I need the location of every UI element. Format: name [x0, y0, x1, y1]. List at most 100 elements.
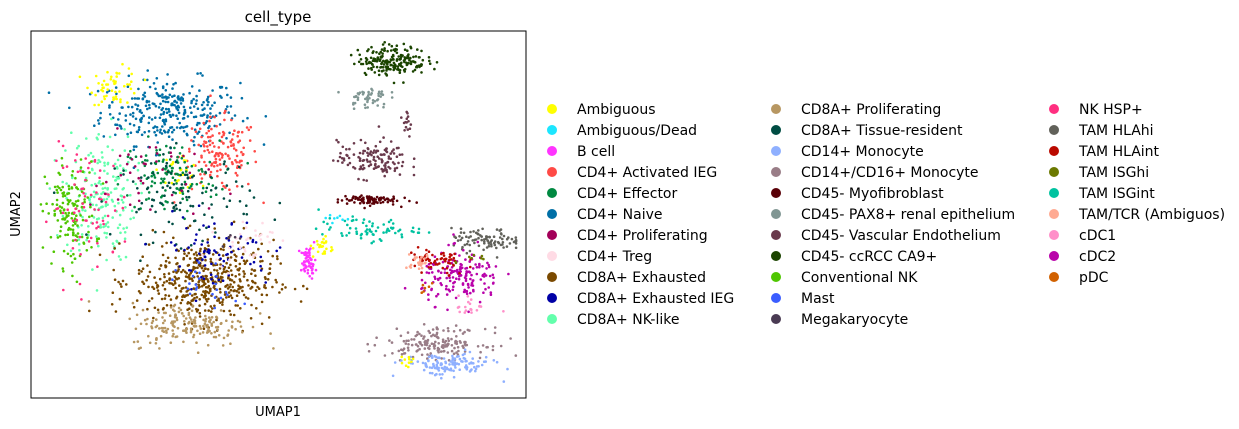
- cell-point: [187, 246, 190, 249]
- cell-point: [204, 274, 207, 278]
- cell-point: [439, 271, 443, 275]
- cell-point: [227, 111, 230, 114]
- cell-point: [275, 255, 279, 258]
- cell-point: [100, 200, 103, 203]
- cell-point: [58, 205, 62, 208]
- cell-point: [158, 148, 162, 151]
- cell-point: [203, 107, 206, 110]
- cell-point: [495, 256, 499, 259]
- cell-point: [415, 201, 419, 204]
- cell-point: [235, 185, 239, 188]
- cell-point: [466, 282, 470, 286]
- cell-point: [186, 176, 190, 179]
- cell-point: [211, 253, 215, 256]
- cell-point: [221, 303, 224, 306]
- cell-point: [241, 119, 245, 123]
- cell-point: [155, 324, 159, 328]
- cell-point: [166, 100, 170, 104]
- cell-point: [154, 133, 158, 137]
- cell-point: [328, 228, 331, 231]
- cell-point: [371, 202, 374, 205]
- cell-point: [155, 190, 159, 194]
- cell-point: [190, 309, 194, 313]
- cell-point: [139, 176, 143, 179]
- cell-point: [171, 323, 175, 327]
- cell-point: [230, 296, 234, 300]
- cell-point: [103, 214, 107, 218]
- cell-point: [422, 257, 426, 261]
- cell-point: [452, 233, 455, 236]
- cell-point: [374, 229, 378, 233]
- cell-point: [236, 131, 240, 134]
- cell-point: [202, 121, 205, 125]
- cell-point: [413, 258, 417, 261]
- legend-label: CD4+ Effector: [577, 186, 678, 202]
- cell-point: [185, 132, 189, 136]
- cell-point: [150, 118, 154, 121]
- cell-point: [507, 272, 510, 276]
- cell-point: [420, 261, 424, 265]
- cell-point: [394, 231, 397, 235]
- cell-point: [97, 82, 100, 85]
- cell-point: [147, 176, 150, 179]
- cell-point: [214, 186, 218, 189]
- cell-point: [305, 247, 308, 251]
- cell-point: [97, 158, 100, 162]
- cell-point: [251, 240, 254, 244]
- cell-point: [381, 200, 385, 204]
- cell-point: [161, 168, 164, 171]
- cell-point: [80, 224, 83, 227]
- y-axis-label: UMAP2: [9, 191, 24, 237]
- cell-point: [45, 220, 48, 224]
- cell-point: [168, 186, 172, 190]
- cell-point: [455, 335, 458, 338]
- cell-point: [59, 229, 62, 233]
- cell-point: [489, 243, 493, 246]
- cell-point: [97, 122, 101, 125]
- cell-point: [187, 195, 191, 199]
- cell-point: [217, 297, 220, 301]
- cell-point: [220, 156, 224, 159]
- cell-point: [59, 211, 63, 215]
- cell-point: [113, 278, 117, 282]
- cell-point: [471, 267, 475, 270]
- cell-point: [400, 359, 403, 362]
- cell-point: [166, 73, 169, 76]
- cell-point: [241, 220, 245, 224]
- cell-point: [486, 239, 490, 243]
- cell-point: [206, 135, 210, 139]
- cell-point: [121, 106, 124, 109]
- cell-point: [192, 335, 195, 339]
- cell-point: [235, 255, 238, 258]
- cell-point: [175, 296, 178, 300]
- cell-point: [217, 334, 221, 337]
- cell-point: [322, 241, 326, 245]
- cell-point: [162, 311, 166, 315]
- cell-point: [66, 220, 69, 223]
- cell-point: [219, 247, 223, 251]
- cell-point: [225, 237, 228, 240]
- cell-point: [168, 158, 172, 161]
- cell-point: [180, 146, 184, 149]
- cell-point: [213, 284, 216, 288]
- cell-point: [320, 241, 324, 244]
- cell-point: [111, 291, 115, 295]
- cell-point: [159, 113, 163, 116]
- cell-point: [238, 267, 241, 270]
- cell-point: [321, 252, 325, 255]
- cell-point: [482, 291, 485, 295]
- cell-point: [143, 159, 147, 162]
- cell-point: [415, 343, 418, 346]
- cell-point: [182, 129, 186, 133]
- cell-point: [372, 65, 375, 69]
- cell-point: [191, 299, 195, 302]
- cell-point: [220, 181, 224, 185]
- cell-point: [101, 156, 104, 159]
- cell-point: [216, 169, 219, 173]
- cell-point: [175, 316, 178, 320]
- cell-point: [174, 160, 178, 164]
- cell-point: [179, 126, 182, 130]
- cell-point: [307, 258, 310, 262]
- cell-point: [408, 265, 412, 268]
- cell-point: [189, 330, 193, 334]
